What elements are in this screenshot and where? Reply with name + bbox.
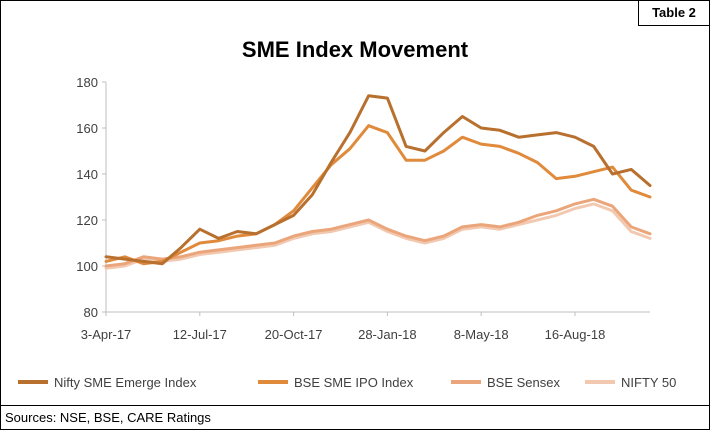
chart-title: SME Index Movement xyxy=(242,37,469,62)
x-tick-label: 3-Apr-17 xyxy=(81,327,132,342)
y-tick-label: 100 xyxy=(76,259,98,274)
legend-label: BSE Sensex xyxy=(487,375,560,390)
legend-label: NIFTY 50 xyxy=(621,375,676,390)
y-tick-label: 140 xyxy=(76,167,98,182)
y-tick-label: 120 xyxy=(76,213,98,228)
source-note: Sources: NSE, BSE, CARE Ratings xyxy=(1,405,709,429)
series-line-2 xyxy=(104,197,652,268)
legend-label: Nifty SME Emerge Index xyxy=(54,375,197,390)
x-tick-label: 16-Aug-18 xyxy=(545,327,606,342)
series-lines xyxy=(104,94,652,270)
x-tick-label: 20-Oct-17 xyxy=(265,327,323,342)
legend-label: BSE SME IPO Index xyxy=(294,375,414,390)
x-tick-label: 12-Jul-17 xyxy=(173,327,227,342)
y-tick-label: 160 xyxy=(76,121,98,136)
series-line-3 xyxy=(104,202,652,270)
y-tick-label: 180 xyxy=(76,75,98,90)
legend: Nifty SME Emerge Index BSE SME IPO Index B… xyxy=(18,375,676,390)
table-label: Table 2 xyxy=(638,1,709,26)
series-line-1 xyxy=(104,124,652,266)
y-tick-label: 80 xyxy=(84,305,98,320)
y-axis: 80 100 120 140 160 180 xyxy=(76,75,107,320)
x-axis: 3-Apr-17 12-Jul-17 20-Oct-17 28-Jan-18 8-May… xyxy=(81,311,650,342)
series-line-0 xyxy=(104,94,652,266)
x-tick-label: 8-May-18 xyxy=(454,327,509,342)
x-tick-label: 28-Jan-18 xyxy=(358,327,417,342)
